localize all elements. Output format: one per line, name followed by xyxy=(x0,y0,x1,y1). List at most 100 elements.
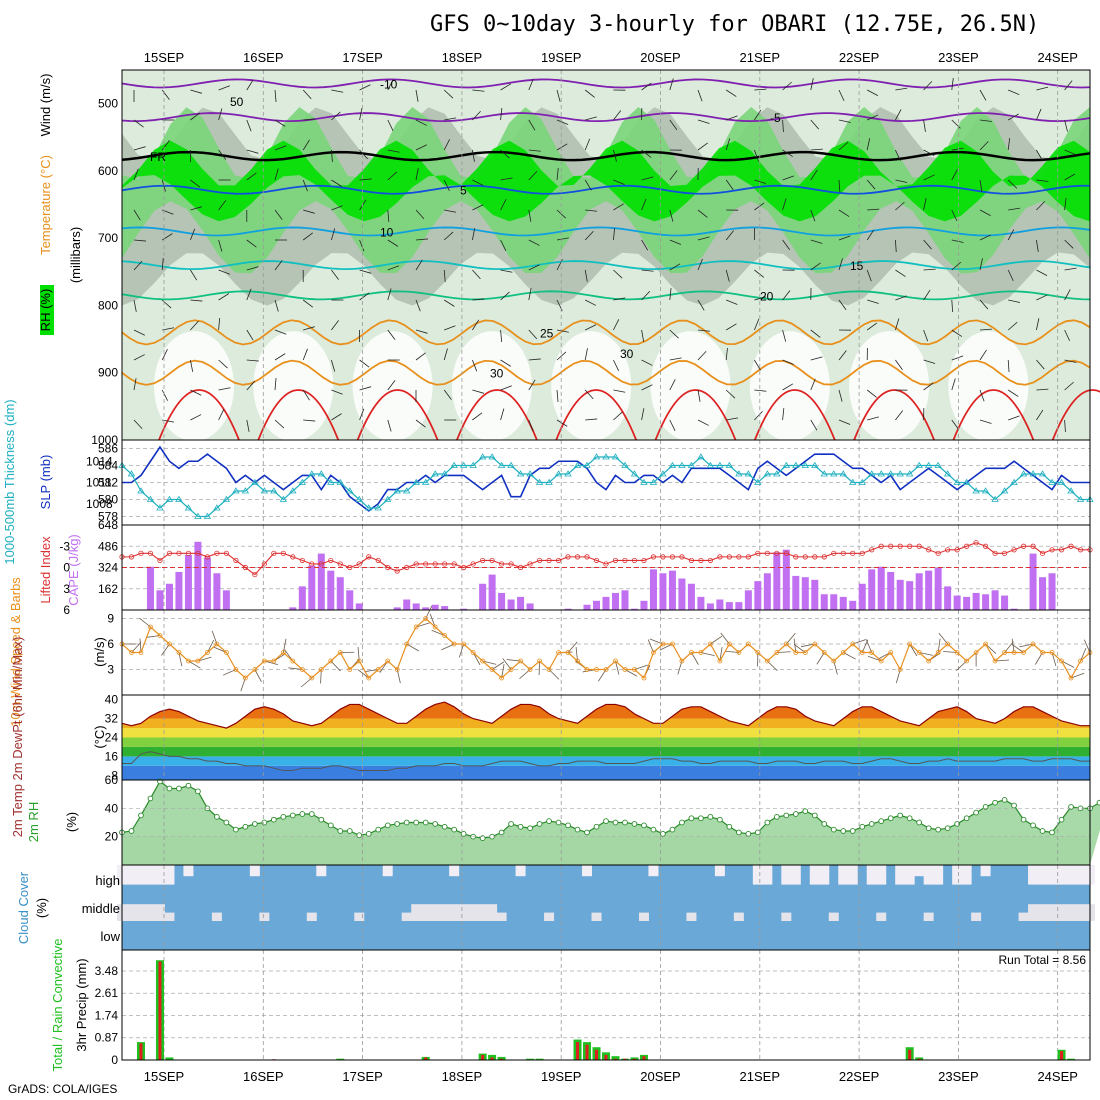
rh-contour-label: 50 xyxy=(230,95,244,109)
wind-speed-point xyxy=(603,667,609,672)
date-label-top: 23SEP xyxy=(938,50,978,65)
rh2m-panel xyxy=(119,778,1100,865)
cape-bar xyxy=(175,571,183,610)
isotherm-hot xyxy=(853,389,935,441)
wind-barb xyxy=(443,231,454,241)
rh-point xyxy=(868,821,875,827)
rh-point xyxy=(811,812,818,819)
wind-barb xyxy=(443,139,451,151)
cloud-high-cell xyxy=(1047,865,1058,885)
cloud-panel xyxy=(117,865,1095,950)
wind-speed-point xyxy=(271,658,277,664)
thickness-point xyxy=(934,461,942,468)
wind-speed-point xyxy=(299,667,305,672)
wind-barb xyxy=(951,209,958,222)
wind-speed-point xyxy=(527,667,533,672)
cloud-high-cell xyxy=(961,865,972,885)
wind-speed-point xyxy=(1059,658,1064,664)
cloud-mid-cell xyxy=(1018,912,1029,921)
wind-barb xyxy=(133,239,146,242)
rh-point xyxy=(1030,822,1036,829)
rh-point xyxy=(555,819,562,826)
cloud-mid-cell xyxy=(468,904,479,921)
li-point xyxy=(593,557,600,564)
wind-barb xyxy=(1036,201,1046,211)
rh-point xyxy=(1058,816,1065,823)
wind-barb xyxy=(443,89,454,99)
date-label-top: 15SEP xyxy=(144,50,184,65)
rh-point xyxy=(707,813,714,820)
wind-barb xyxy=(190,320,199,331)
li-point xyxy=(821,554,827,560)
rh-point xyxy=(546,818,552,824)
wind-barb xyxy=(838,350,847,361)
thickness-point xyxy=(820,470,828,477)
cape-bar xyxy=(346,590,354,610)
wind-barb xyxy=(754,359,761,371)
thickness-point xyxy=(611,453,620,460)
wind-speed-point xyxy=(689,650,694,655)
dry-pocket xyxy=(849,331,930,442)
wind-barb xyxy=(444,117,457,121)
wind-barb xyxy=(359,149,368,160)
cloud-mid-cell xyxy=(971,912,982,921)
precip-convective-bar xyxy=(1060,1051,1064,1060)
wind-barb xyxy=(641,269,654,272)
wind-barb xyxy=(218,387,231,391)
date-label-bottom: 19SEP xyxy=(541,1069,581,1084)
date-label-bottom: 18SEP xyxy=(442,1069,482,1084)
thickness-point xyxy=(592,453,601,460)
precip-convective-bar xyxy=(500,1058,504,1060)
wind-barb xyxy=(359,408,365,421)
rh-point xyxy=(830,826,837,833)
cape-bar xyxy=(308,565,316,610)
rh-point xyxy=(726,823,733,830)
thickness-point xyxy=(725,461,734,468)
isotherm-line xyxy=(121,112,1091,123)
wind-barb xyxy=(1064,80,1073,91)
wind-barb xyxy=(302,389,310,401)
cape-bar xyxy=(327,570,335,610)
cape-bar xyxy=(896,579,904,610)
wind-speed-point xyxy=(954,650,960,655)
wind-barb xyxy=(246,380,256,391)
wind-speed-point xyxy=(774,650,780,655)
li-point xyxy=(707,557,713,564)
wind-speed-point xyxy=(897,667,903,672)
cape-bar xyxy=(517,596,525,610)
wind-barb xyxy=(641,82,652,91)
cloud-mid-cell xyxy=(430,904,441,921)
wind-barb xyxy=(1007,229,1015,241)
wind-barb xyxy=(641,176,654,181)
li-point xyxy=(242,564,248,571)
wind-barb xyxy=(387,209,390,222)
wind-barb xyxy=(726,417,739,421)
slp-tick: 1011 xyxy=(86,476,112,490)
wind-barb xyxy=(133,299,137,312)
thickness-point xyxy=(668,461,677,468)
cross-section-panel: 50 30 xyxy=(121,70,1100,442)
wind-speed-point xyxy=(385,658,391,664)
cloud-mid-cell xyxy=(145,904,156,921)
cape-bar xyxy=(336,577,344,610)
cape-bar xyxy=(839,596,847,610)
wind-barb xyxy=(585,324,597,331)
temp-color-band xyxy=(122,728,1090,738)
wind-barb xyxy=(218,269,230,275)
li-point xyxy=(280,550,286,556)
dewpoint-line xyxy=(122,751,1090,772)
li-point xyxy=(574,554,581,560)
wind-barb xyxy=(754,269,765,278)
thickness-point xyxy=(1019,470,1028,477)
wind-barb xyxy=(387,149,400,153)
wind-barb xyxy=(133,419,143,430)
wind-barb xyxy=(359,359,370,368)
wind-barb xyxy=(895,109,902,121)
thickness-point xyxy=(545,478,553,485)
cloud-mid-cell xyxy=(449,904,460,921)
li-point xyxy=(1039,550,1046,556)
isotherm-hot xyxy=(356,389,439,441)
wind-barb xyxy=(556,89,561,102)
cape-bar xyxy=(792,575,800,610)
wind-barb xyxy=(528,358,541,361)
